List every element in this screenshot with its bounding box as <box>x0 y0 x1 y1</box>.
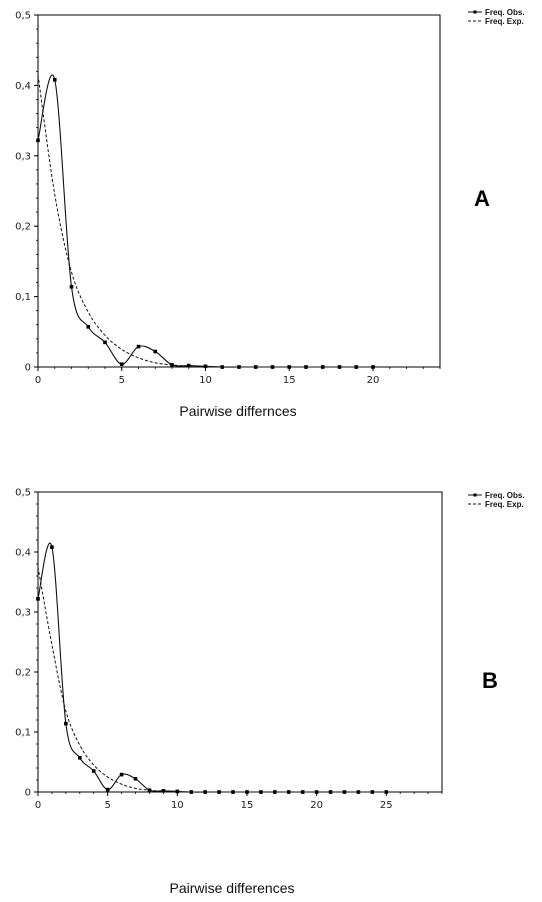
chart-b-data-point <box>300 790 305 794</box>
chart-b-y-tick-label: 0,5 <box>15 488 31 499</box>
chart-a-data-point <box>36 138 40 143</box>
chart-b-data-point <box>231 790 235 794</box>
chart-b-y-tick-label: 0,2 <box>15 668 31 679</box>
chart-a-data-point <box>86 325 91 329</box>
chart-b-data-point <box>356 790 361 794</box>
chart-b-x-tick-label: 5 <box>104 800 110 811</box>
chart-b-legend-label: Freq. Exp. <box>485 500 524 509</box>
chart-a-data-point <box>136 344 141 349</box>
chart-b-data-point <box>36 597 40 601</box>
chart-b-x-axis-label: Pairwise differences <box>169 880 295 896</box>
chart-b-data-point <box>370 790 375 794</box>
chart-a-data-point <box>103 340 107 345</box>
chart-a-data-point <box>186 363 191 368</box>
chart-b-data-point <box>64 721 68 726</box>
chart-a-data-point <box>69 284 74 289</box>
chart-b-data-point <box>133 777 138 781</box>
chart-b-y-tick-label: 0,1 <box>15 728 31 739</box>
chart-a-x-tick-label: 20 <box>367 375 380 386</box>
chart-b-x-tick-label: 15 <box>241 800 254 811</box>
chart-b-svg: 0 0,1 0,2 0,3 0,4 0,5 0 5 10 15 20 25 Freq. Obs.Freq… <box>15 488 525 812</box>
chart-b-y-tick-label: 0 <box>25 788 31 799</box>
chart-a-series-freq-obs-line <box>37 74 373 368</box>
chart-a-legend-label: Freq. Exp. <box>485 17 524 26</box>
chart-a-x-tick-label: 15 <box>283 375 296 386</box>
chart-a-data-point <box>153 349 158 354</box>
chart-a-series-freq-exp-line <box>37 74 373 368</box>
chart-a-y-tick-label: 0,3 <box>15 151 31 162</box>
chart-a-data-point <box>237 365 241 369</box>
chart-a-y-tick-label: 0,2 <box>15 222 31 233</box>
chart-a-x-tick-label: 0 <box>35 375 41 386</box>
chart-b-x-tick-label: 0 <box>35 800 41 811</box>
chart-b-x-tick-label: 25 <box>380 800 393 811</box>
chart-panel-a: 0 0,1 0,2 0,3 0,4 0,5 0 5 10 15 20 Freq. Obs. Freq. … <box>15 8 525 419</box>
chart-b-series-freq-obs-line <box>37 542 387 793</box>
chart-a-legend-label: Freq. Obs. <box>485 8 525 17</box>
chart-b-series-freq-exp-line <box>37 566 387 793</box>
chart-a-data-point <box>270 365 275 369</box>
chart-a-svg: 0 0,1 0,2 0,3 0,4 0,5 0 5 10 15 20 Freq. Obs.Freq. … <box>15 8 525 386</box>
chart-b-data-point <box>175 789 180 794</box>
chart-a-y-tick-label: 0 <box>25 363 31 374</box>
chart-a-x-tick-label: 5 <box>119 375 125 386</box>
chart-a-y-tick-label: 0,5 <box>15 11 31 22</box>
chart-b-legend-marker <box>473 493 477 497</box>
chart-b-y-tick-label: 0,3 <box>15 608 31 619</box>
chart-b-data-point <box>119 772 124 777</box>
chart-a-data-point <box>371 365 375 369</box>
chart-b-x-tick-label: 10 <box>171 800 184 811</box>
chart-b-data-point <box>245 790 249 794</box>
chart-a-data-point <box>119 362 124 366</box>
chart-a-y-tick-label: 0,1 <box>15 292 31 303</box>
chart-b-data-point <box>161 789 166 793</box>
chart-a-panel-letter: A <box>474 186 490 211</box>
chart-b-data-point <box>77 756 82 760</box>
chart-b-legend-label: Freq. Obs. <box>485 491 525 500</box>
chart-a-data-point <box>320 365 325 369</box>
chart-b-y-tick-label: 0,4 <box>15 548 31 559</box>
chart-a-y-tick-label: 0,4 <box>15 81 31 92</box>
chart-a-data-point <box>203 364 208 369</box>
chart-b-data-point <box>105 787 110 792</box>
chart-b-x-tick-label: 20 <box>310 800 323 811</box>
chart-a-plot-frame <box>37 14 441 368</box>
chart-b-plot-frame <box>37 491 443 793</box>
chart-a-x-axis-label: Pairwise differnces <box>179 403 297 419</box>
chart-a-x-tick-label: 10 <box>199 375 212 386</box>
chart-a-legend-marker <box>473 10 477 14</box>
chart-b-data-point <box>91 769 96 773</box>
chart-panel-b: 0 0,1 0,2 0,3 0,4 0,5 0 5 10 15 20 25 Freq. Obs. Freq… <box>0 451 542 902</box>
chart-a-data-point <box>52 77 57 82</box>
chart-b-data-point <box>50 545 54 549</box>
chart-a-data-point <box>287 365 292 369</box>
chart-b-panel-letter: B <box>482 668 498 693</box>
